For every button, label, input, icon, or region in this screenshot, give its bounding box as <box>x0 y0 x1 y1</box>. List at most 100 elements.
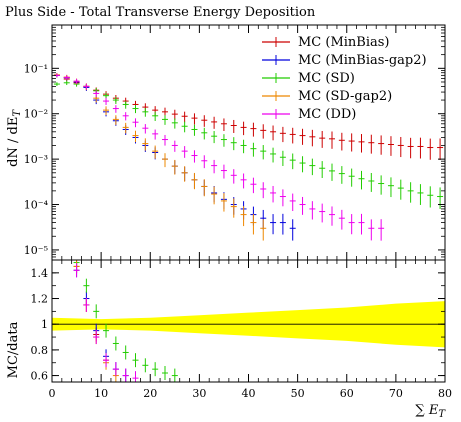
ratio-y-tick-label: 1 <box>41 318 48 331</box>
x-tick-label: 30 <box>192 387 206 400</box>
data-point <box>230 137 237 151</box>
ratio-point <box>83 278 90 293</box>
legend-item: MC (SD-gap2) <box>262 89 392 104</box>
ratio-point <box>142 358 149 373</box>
data-point <box>152 145 159 159</box>
data-point <box>142 138 149 151</box>
ratio-plot: 1.41.210.80.6 0 10 20 30 40 50 60 70 80 MC/data … <box>6 25 452 420</box>
data-point <box>279 213 286 235</box>
ratio-point <box>152 362 159 377</box>
data-point <box>63 75 70 80</box>
data-point <box>260 219 267 241</box>
data-point <box>437 187 444 209</box>
ratio-point <box>103 323 110 338</box>
x-tick-label: 0 <box>49 387 56 400</box>
data-point <box>407 137 414 159</box>
ratio-point <box>112 336 119 351</box>
data-point <box>397 179 404 200</box>
legend-item: MC (SD) <box>262 71 355 86</box>
legend-label: MC (SD-gap2) <box>298 89 392 104</box>
data-point <box>220 164 227 179</box>
x-tick-label: 20 <box>143 387 157 400</box>
data-point <box>319 203 326 223</box>
data-point <box>427 138 434 160</box>
data-point <box>122 122 129 134</box>
data-point <box>103 97 110 105</box>
data-point <box>427 186 434 208</box>
data-point <box>368 172 375 192</box>
data-point <box>112 105 119 113</box>
data-point <box>191 113 198 125</box>
data-point <box>201 179 208 197</box>
x-tick-label: 80 <box>438 387 452 400</box>
data-point <box>122 112 129 121</box>
data-point <box>289 219 296 241</box>
ratio-y-axis-label: MC/data <box>6 321 21 378</box>
data-point <box>309 129 316 147</box>
y-tick-label: 10⁻³ <box>24 153 48 166</box>
data-point <box>132 130 139 143</box>
x-tick-label: 10 <box>94 387 108 400</box>
data-point <box>309 158 316 176</box>
x-tick-label: 40 <box>242 387 256 400</box>
data-point <box>112 96 119 104</box>
data-point <box>122 101 129 109</box>
data-point <box>191 172 198 190</box>
data-point <box>171 140 178 152</box>
ratio-point <box>93 330 100 345</box>
data-point <box>338 209 345 230</box>
data-point <box>368 219 375 241</box>
data-point <box>279 189 286 207</box>
data-point <box>329 131 336 149</box>
data-point <box>437 138 444 160</box>
data-point <box>378 219 385 241</box>
data-point <box>270 214 277 235</box>
data-point <box>181 166 188 182</box>
ratio-point <box>103 353 110 368</box>
data-point <box>83 83 90 90</box>
data-point <box>152 111 159 121</box>
data-point <box>93 90 100 97</box>
data-point <box>181 121 188 133</box>
data-point <box>270 185 277 203</box>
ratio-y-tick-label: 1.4 <box>31 267 49 280</box>
legend-label: MC (SD) <box>298 71 355 86</box>
data-point <box>211 159 218 174</box>
data-point <box>191 150 198 163</box>
legend-item: MC (MinBias-gap2) <box>262 53 427 68</box>
data-point <box>132 104 139 114</box>
y-tick-label: 10⁻¹ <box>24 62 48 75</box>
data-point <box>289 127 296 144</box>
data-point <box>161 115 168 125</box>
data-point <box>230 198 237 218</box>
x-tick-label: 50 <box>291 387 305 400</box>
x-tick-label: 70 <box>389 387 403 400</box>
data-point <box>181 146 188 158</box>
legend-label: MC (MinBias-gap2) <box>298 53 427 68</box>
data-point <box>417 184 424 205</box>
data-point <box>73 78 80 84</box>
data-point <box>260 145 267 160</box>
data-point <box>220 118 227 131</box>
data-point <box>270 147 277 163</box>
data-point <box>358 213 365 235</box>
main-plot: 10⁻¹ 10⁻² 10⁻³ 10⁻⁴ 10⁻⁵ dN / dET <box>6 24 446 261</box>
legend: MC (MinBias) MC (MinBias-gap2) MC (SD) MC (… <box>262 35 427 122</box>
x-axis-label: ∑ ET <box>415 403 446 420</box>
data-point <box>161 134 168 146</box>
data-point <box>142 124 149 134</box>
ratio-y-tick-label: 0.8 <box>31 344 49 357</box>
data-point <box>299 128 306 145</box>
data-point <box>329 206 336 226</box>
data-point <box>201 115 208 127</box>
data-point <box>358 134 365 153</box>
ratio-point <box>73 263 80 278</box>
y-tick-label: 10⁻² <box>24 108 48 121</box>
ratio-point <box>83 297 90 312</box>
data-point <box>103 106 110 116</box>
data-point <box>112 115 119 125</box>
data-point <box>289 193 296 211</box>
data-point <box>260 124 267 139</box>
data-point <box>240 206 247 227</box>
